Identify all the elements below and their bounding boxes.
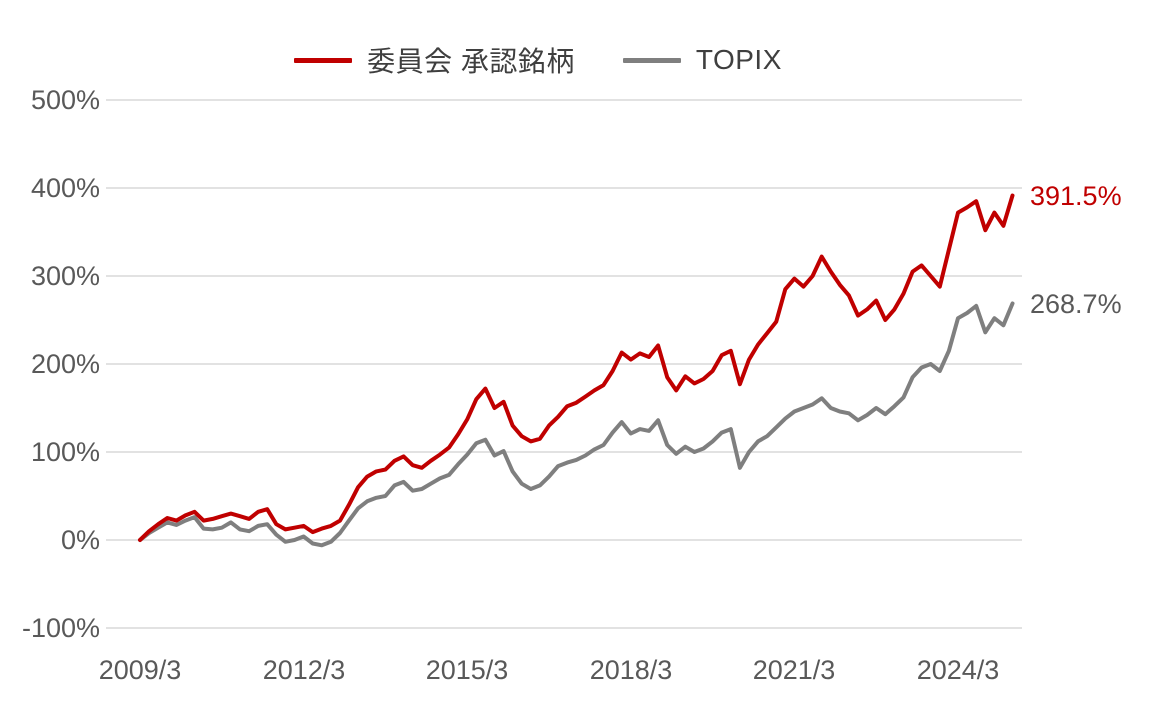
x-axis-tick-label-2012: 2012/3 <box>262 655 346 685</box>
series2-end-value-label: 268.7% <box>1030 289 1122 319</box>
y-axis-tick-label-400: 400% <box>30 173 100 203</box>
series2-legend-label: TOPIX <box>695 44 782 75</box>
chart-legend: 委員会 承認銘柄 TOPIX <box>0 40 1121 80</box>
legend-item-approved-stocks: 委員会 承認銘柄 <box>294 40 575 80</box>
y-axis-tick-label-0: 0% <box>60 525 100 555</box>
series1-legend-label: 委員会 承認銘柄 <box>367 46 575 77</box>
x-axis-tick-label-2009: 2009/3 <box>98 655 182 685</box>
y-axis-tick-label-200: 200% <box>30 349 100 379</box>
x-axis-tick-label-2024: 2024/3 <box>916 655 1000 685</box>
x-axis-tick-label-2015: 2015/3 <box>425 655 509 685</box>
series1-end-value-label: 391.5% <box>1030 181 1122 211</box>
series1-color-swatch <box>294 57 353 63</box>
y-axis-tick-label-300: 300% <box>30 261 100 291</box>
x-axis-tick-label-2018: 2018/3 <box>589 655 673 685</box>
y-axis-tick-label-neg100: -100% <box>21 613 100 643</box>
series2-color-swatch <box>622 57 681 63</box>
y-axis-tick-label-100: 100% <box>30 437 100 467</box>
y-axis-tick-label-500: 500% <box>30 85 100 115</box>
series-line-0 <box>138 193 1015 542</box>
x-axis-tick-label-2021: 2021/3 <box>752 655 836 685</box>
series-line-1 <box>138 301 1015 548</box>
legend-item-topix: TOPIX <box>622 44 782 76</box>
